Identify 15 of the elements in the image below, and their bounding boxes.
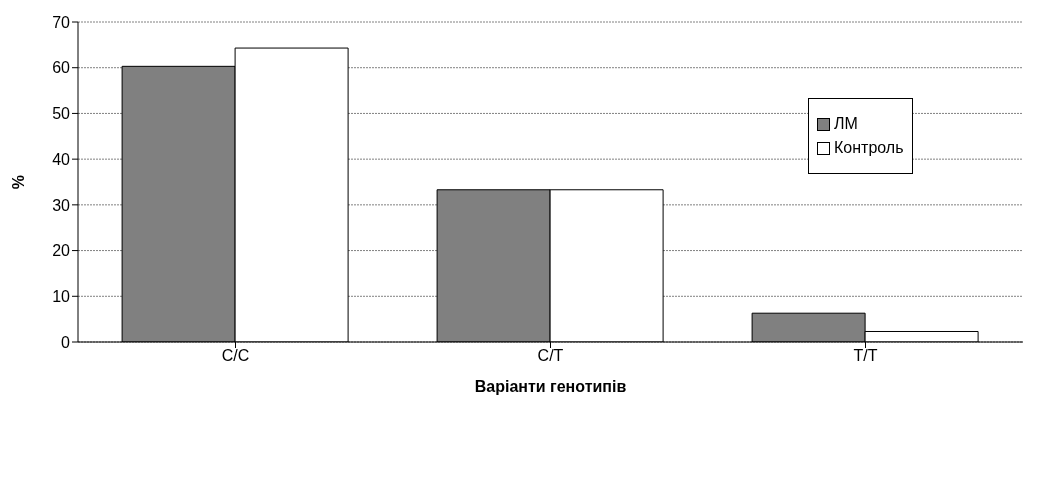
y-tick-label: 10	[52, 287, 71, 305]
y-tick-label: 0	[61, 333, 71, 351]
x-tick-label: C/C	[221, 347, 250, 365]
y-tick-label: 60	[52, 59, 71, 77]
y-axis-title: %	[9, 174, 27, 190]
y-tick-label: 40	[52, 150, 71, 168]
x-tick-label: T/T	[853, 347, 878, 365]
legend-label: ЛМ	[834, 115, 858, 133]
y-tick-label: 50	[52, 105, 71, 123]
y-tick-label: 20	[52, 242, 71, 260]
x-axis-title: Варіанти генотипів	[474, 378, 627, 395]
y-tick-label: 70	[52, 13, 71, 31]
x-tick-label: C/T	[537, 347, 564, 365]
y-tick-label: 30	[52, 196, 71, 214]
legend-label: Контроль	[834, 139, 904, 157]
